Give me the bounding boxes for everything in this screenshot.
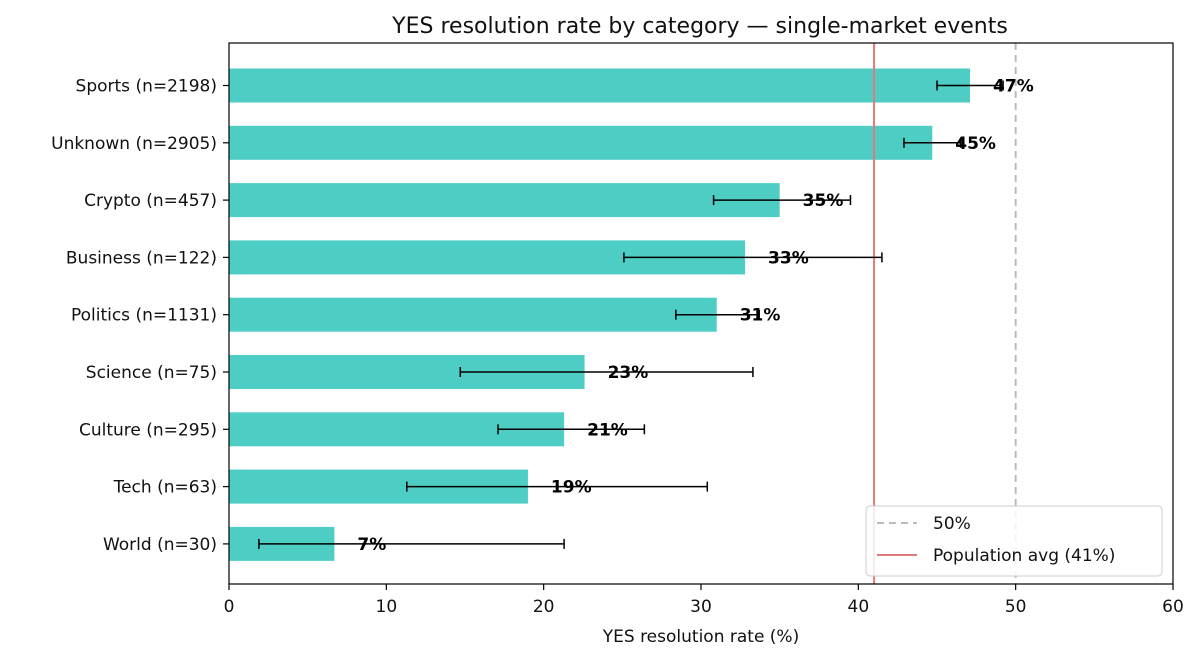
x-tick-label-60: 60: [1162, 597, 1184, 617]
y-tick-label-science: Science (n=75): [86, 363, 217, 383]
data-label-crypto: 35%: [803, 191, 844, 211]
x-tick-label-10: 10: [376, 597, 398, 617]
data-label-sports: 47%: [993, 77, 1034, 97]
bar-politics: [229, 297, 717, 332]
y-tick-label-business: Business (n=122): [66, 248, 217, 268]
data-label-world: 7%: [357, 535, 386, 555]
y-tick-label-unknown: Unknown (n=2905): [51, 134, 217, 154]
legend-box: [865, 505, 1163, 577]
legend: 50% Population avg (41%): [865, 505, 1163, 577]
y-tick-label-world: World (n=30): [103, 535, 217, 555]
data-label-politics: 31%: [740, 306, 781, 326]
data-label-unknown: 45%: [955, 134, 996, 154]
y-tick-label-crypto: Crypto (n=457): [84, 191, 217, 211]
data-label-culture: 21%: [587, 420, 628, 440]
legend-label-50pct: 50%: [933, 514, 971, 534]
x-tick-label-0: 0: [224, 597, 235, 617]
legend-label-population-avg: Population avg (41%): [933, 546, 1115, 566]
plot-frame: [228, 42, 1174, 585]
bar-sports: [229, 68, 971, 103]
data-label-science: 23%: [608, 363, 649, 383]
data-label-business: 33%: [768, 248, 809, 268]
y-tick-label-sports: Sports (n=2198): [76, 77, 217, 97]
x-tick-label-40: 40: [848, 597, 870, 617]
bar-unknown: [229, 125, 933, 160]
data-label-tech: 19%: [551, 478, 592, 498]
x-tick-label-30: 30: [690, 597, 712, 617]
bar-crypto: [229, 183, 780, 218]
y-tick-label-tech: Tech (n=63): [113, 478, 217, 498]
chart-title: YES resolution rate by category — single…: [391, 14, 1008, 39]
x-axis-label: YES resolution rate (%): [602, 627, 799, 647]
x-tick-label-20: 20: [533, 597, 555, 617]
x-tick-label-50: 50: [1005, 597, 1027, 617]
y-tick-label-politics: Politics (n=1131): [71, 306, 217, 326]
y-tick-label-culture: Culture (n=295): [79, 420, 217, 440]
